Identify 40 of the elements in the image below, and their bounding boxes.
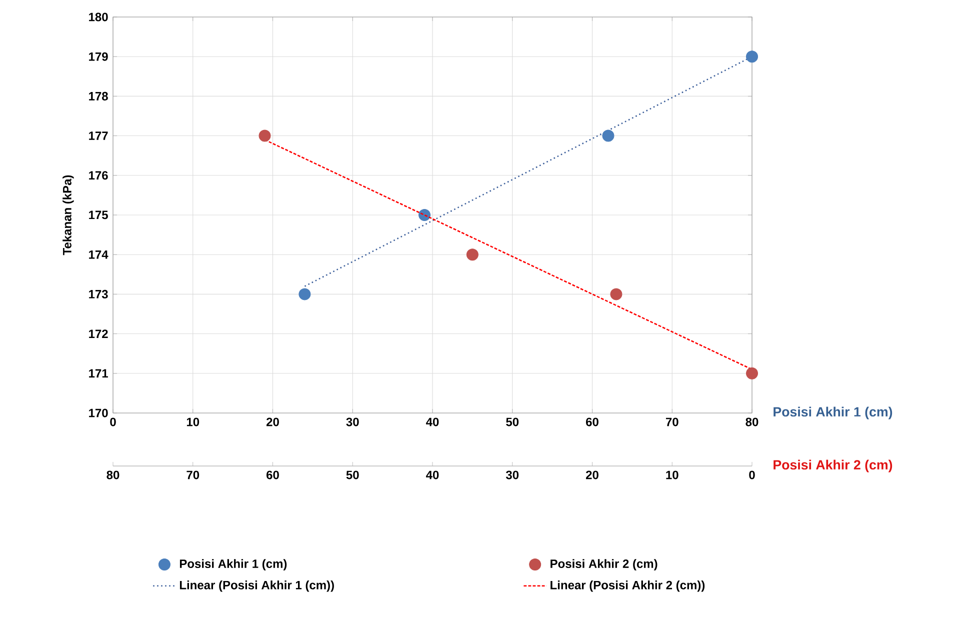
- x-tick-label: 50: [506, 418, 519, 426]
- x2-tick-label: 70: [186, 470, 200, 480]
- y-tick-label: 170: [89, 408, 108, 418]
- x2-axis-title: Posisi Akhir 2 (cm): [774, 460, 892, 472]
- point: [602, 130, 614, 142]
- point: [746, 50, 758, 63]
- y-tick-label: 177: [89, 132, 108, 140]
- x2-tick-label: 30: [506, 470, 519, 480]
- y-tick-label: 178: [89, 92, 108, 100]
- point: [418, 208, 431, 221]
- x2-tick-label: 0: [749, 470, 755, 480]
- y-tick-label: 179: [89, 52, 108, 61]
- legend-label: Posisi Akhir 2 (cm): [550, 559, 658, 570]
- x-tick-label: 70: [666, 418, 678, 426]
- y-tick-label: 176: [89, 171, 108, 180]
- legend-label: Linear (Posisi Akhir 1 (cm)): [180, 580, 334, 592]
- legend-label: Linear (Posisi Akhir 2 (cm)): [550, 580, 705, 592]
- x-tick-label: 0: [110, 418, 116, 426]
- y-tick-label: 172: [89, 330, 108, 338]
- y-tick-label: 174: [89, 250, 108, 259]
- y-axis-title: Tekanan (kPa): [62, 175, 74, 256]
- x2-tick-label: 40: [426, 470, 439, 480]
- x-tick-label: 40: [426, 418, 439, 426]
- x-tick-label: 60: [586, 418, 598, 426]
- x2-tick-label: 50: [346, 470, 359, 480]
- x2-tick-label: 20: [586, 470, 598, 480]
- x-tick-label: 20: [266, 418, 279, 426]
- x-tick-label: 80: [746, 418, 758, 426]
- y-tick-label: 175: [89, 210, 108, 220]
- x2-tick-label: 10: [666, 470, 678, 480]
- y-tick-label: 173: [89, 290, 108, 298]
- point: [298, 288, 311, 300]
- x2-tick-label: 60: [266, 470, 279, 480]
- x2-tick-label: 80: [106, 470, 120, 480]
- x-tick-label: 10: [186, 418, 200, 426]
- y-tick-label: 180: [89, 12, 108, 22]
- y-tick-label: 171: [89, 369, 108, 378]
- x-tick-label: 30: [346, 418, 359, 426]
- legend-label: Posisi Akhir 1 (cm): [180, 559, 287, 570]
- x-axis-title: Posisi Akhir 1 (cm): [774, 406, 892, 420]
